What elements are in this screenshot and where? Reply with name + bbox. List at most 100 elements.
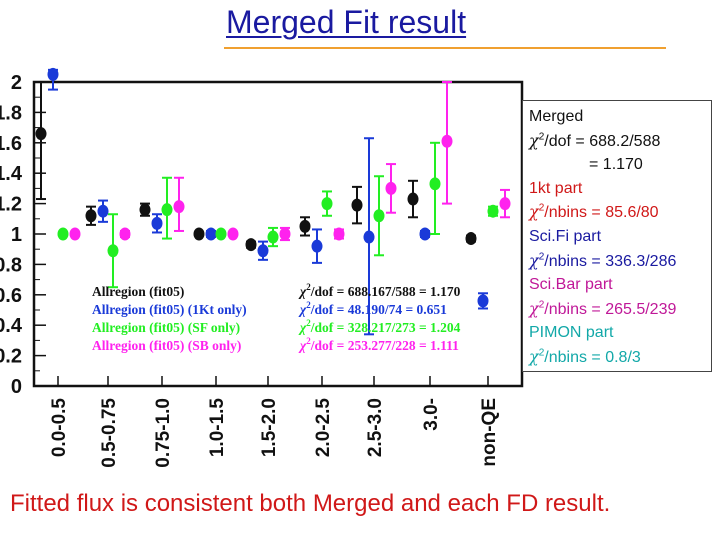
data-point (333, 227, 345, 241)
x-tick-label: 0.5-0.75 (99, 398, 120, 468)
scifi-chi2: χ2/nbins = 336.3/286 (529, 249, 711, 274)
sup-2: 2 (306, 318, 311, 328)
data-point (69, 227, 81, 241)
data-point (465, 232, 477, 246)
chi-symbol: χ (298, 338, 307, 353)
x-tick-label: 3.0- (421, 398, 442, 431)
chart-series (35, 67, 511, 336)
chart-axes: 0 0.2 0.4 0.6 0.8 1 1.2 1.4 1.6 1.8 2 0.0-0.5 0.5-0.… (0, 72, 524, 468)
sup-2: 2 (306, 300, 311, 310)
chi-symbol: χ (529, 298, 539, 318)
sup-2: 2 (538, 347, 545, 359)
chi-symbol: χ (529, 346, 539, 366)
data-point (205, 227, 217, 241)
ratio-chart: 0 0.2 0.4 0.6 0.8 1 1.2 1.4 1.6 1.8 2 0.0-0.5 0.5-0.… (0, 67, 524, 468)
data-point (257, 244, 269, 258)
data-point (351, 198, 363, 212)
pimon-chi2: χ2/nbins = 0.8/3 (529, 345, 711, 370)
data-point (151, 216, 163, 230)
data-point (245, 238, 257, 252)
page-title: Merged Fit result (226, 4, 467, 40)
data-point (321, 197, 333, 211)
kt-label: 1kt part (529, 179, 583, 197)
scifi-label: Sci.Fi part (529, 227, 602, 245)
data-point (139, 203, 151, 217)
data-point (85, 209, 97, 223)
y-tick-label: 0.8 (0, 254, 22, 276)
scibar-chi2-text: /nbins = 265.5/239 (544, 300, 677, 318)
data-point (215, 227, 227, 241)
scibar-chi2: χ2/nbins = 265.5/239 (529, 297, 711, 322)
legend-chi2-text: /dof = 688.167/588 = 1.170 (310, 284, 461, 299)
data-point (419, 227, 431, 241)
data-point (499, 197, 511, 211)
x-tick-label: 2.0-2.5 (313, 398, 334, 458)
x-tick-label: 1.0-1.5 (207, 398, 228, 458)
data-point (107, 244, 119, 258)
data-point (35, 127, 47, 141)
x-tick-label: 2.5-3.0 (365, 398, 386, 457)
kt-chi2: χ2/nbins = 85.6/80 (529, 200, 711, 225)
y-tick-label: 0 (11, 376, 22, 398)
x-tick-label: 0.0-0.5 (49, 398, 70, 458)
data-point (385, 181, 397, 195)
legend-chi2-text: /dof = 328.217/273 = 1.204 (310, 320, 461, 335)
sup-2: 2 (306, 282, 311, 292)
merged-ratio: = 1.170 (589, 156, 643, 174)
data-point (373, 209, 385, 223)
data-point (161, 203, 173, 217)
merged-label: Merged (529, 108, 584, 125)
y-tick-label: 1.8 (0, 102, 22, 124)
sup-2: 2 (538, 251, 545, 263)
sup-2: 2 (306, 336, 311, 346)
legend-label: Allregion (fit05) (SF only) (92, 320, 240, 335)
y-tick-label: 2 (11, 72, 22, 94)
data-point (97, 204, 109, 218)
data-point (267, 230, 279, 244)
chi-symbol: χ (298, 320, 307, 335)
x-tick-label: 0.75-1.0 (153, 398, 174, 468)
legend-chi2: χ2/dof = 253.277/228 = 1.111 (298, 336, 459, 353)
data-point (407, 192, 419, 206)
pimon-label: PIMON part (529, 324, 614, 342)
data-point (299, 219, 311, 233)
data-point (429, 177, 441, 191)
legend-chi2-text: /dof = 48.190/74 = 0.651 (310, 302, 447, 317)
sup-2: 2 (538, 299, 545, 311)
data-point (477, 294, 489, 308)
y-tick-label: 0.6 (0, 285, 22, 307)
y-tick-label: 0.4 (0, 315, 23, 337)
merged-chi2-text: /dof = 688.2/588 (544, 132, 661, 150)
y-tick-label: 1.4 (0, 163, 23, 185)
chi-symbol: χ (298, 302, 307, 317)
data-point (279, 227, 291, 241)
data-point (119, 227, 131, 241)
legend-label: Allregion (fit05) (92, 284, 184, 299)
legend-chi2-text: /dof = 253.277/228 = 1.111 (310, 338, 459, 353)
y-tick-label: 1.2 (0, 194, 22, 216)
data-point (193, 227, 205, 241)
x-tick-label: 1.5-2.0 (259, 398, 280, 457)
chi-symbol: χ (529, 202, 539, 222)
legend-label: Allregion (fit05) (SB only) (92, 338, 241, 353)
title-underline (224, 47, 666, 49)
scibar-label: Sci.Bar part (529, 276, 613, 294)
data-point (173, 200, 185, 214)
data-point (487, 204, 499, 218)
data-point (57, 227, 69, 241)
legend-label: Allregion (fit05) (1Kt only) (92, 302, 247, 317)
chart-legend: Allregion (fit05) χ2/dof = 688.167/588 = … (92, 282, 461, 353)
data-point (441, 134, 453, 148)
merged-chi2: χ2/dof = 688.2/588 (529, 129, 711, 154)
footer-note: Fitted flux is consistent both Merged an… (10, 490, 611, 517)
chi-symbol: χ (529, 130, 539, 150)
y-tick-label: 0.2 (0, 346, 22, 368)
pimon-chi2-text: /nbins = 0.8/3 (544, 348, 641, 366)
chi-symbol: χ (529, 250, 539, 270)
legend-chi2: χ2/dof = 48.190/74 = 0.651 (298, 300, 447, 317)
legend-chi2: χ2/dof = 688.167/588 = 1.170 (298, 282, 461, 299)
legend-chi2: χ2/dof = 328.217/273 = 1.204 (298, 318, 461, 335)
y-tick-label: 1.6 (0, 133, 22, 155)
sup-2: 2 (538, 131, 545, 143)
sup-2: 2 (538, 203, 545, 215)
